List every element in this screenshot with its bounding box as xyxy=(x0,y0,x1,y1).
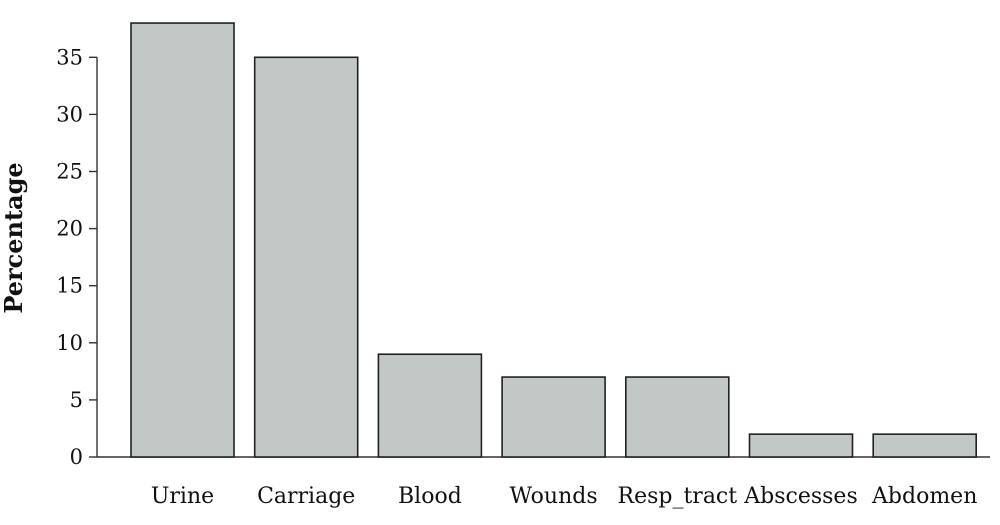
bar-resp-tract xyxy=(624,376,730,458)
y-tick-label: 10 xyxy=(56,331,83,355)
x-axis-labels: Urine Carriage Blood Wounds Resp_tract Absces… xyxy=(151,484,978,509)
x-category-label: Abscesses xyxy=(743,484,858,509)
y-axis: 0 5 10 15 20 25 30 35 xyxy=(56,45,990,469)
bar-blood xyxy=(377,353,483,458)
y-tick-label: 25 xyxy=(56,160,83,184)
bars xyxy=(130,22,978,458)
x-category-label: Wounds xyxy=(510,484,598,509)
x-category-label: Blood xyxy=(398,484,462,509)
bar-abdomen xyxy=(872,433,978,458)
y-axis-title: Percentage xyxy=(0,162,28,313)
x-category-label: Urine xyxy=(151,484,214,509)
bar-wounds xyxy=(501,376,606,458)
bar-carriage xyxy=(253,56,359,458)
y-tick-label: 15 xyxy=(56,274,83,298)
y-tick-label: 5 xyxy=(70,388,83,412)
bar-urine xyxy=(130,22,235,458)
bar-abscesses xyxy=(748,433,854,458)
x-category-label: Resp_tract xyxy=(618,484,738,509)
y-tick-label: 30 xyxy=(56,102,83,126)
x-category-label: Carriage xyxy=(257,484,355,509)
y-tick-label: 35 xyxy=(56,45,83,69)
x-category-label: Abdomen xyxy=(871,484,977,509)
y-tick-label: 20 xyxy=(56,217,83,241)
y-tick-label: 0 xyxy=(70,445,83,469)
